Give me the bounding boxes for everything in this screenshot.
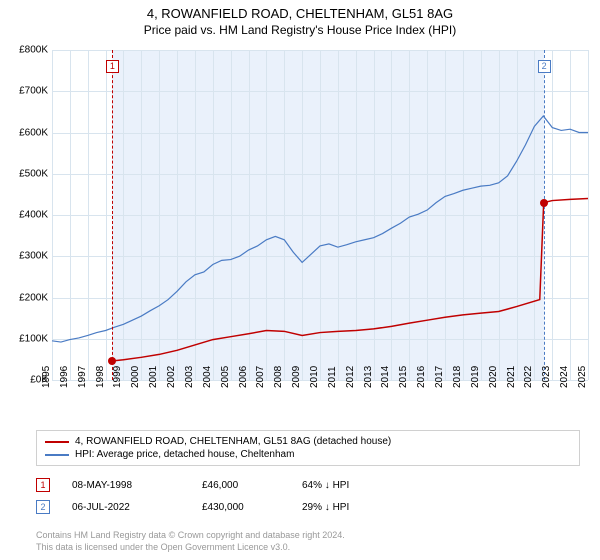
y-tick-label: £500K bbox=[8, 168, 48, 179]
sale-marker-mini: 2 bbox=[36, 500, 50, 514]
sale-row: 2 06-JUL-2022 £430,000 29% ↓ HPI bbox=[36, 500, 580, 514]
sale-dot bbox=[108, 357, 116, 365]
sale-price: £430,000 bbox=[202, 502, 302, 513]
chart-wrap: £0K£100K£200K£300K£400K£500K£600K£700K£8… bbox=[8, 50, 592, 420]
sale-marker-box: 2 bbox=[538, 60, 551, 73]
legend: 4, ROWANFIELD ROAD, CHELTENHAM, GL51 8AG… bbox=[36, 430, 580, 466]
footer-line2: This data is licensed under the Open Gov… bbox=[36, 542, 580, 554]
legend-label: 4, ROWANFIELD ROAD, CHELTENHAM, GL51 8AG… bbox=[75, 436, 391, 447]
sale-diff: 29% ↓ HPI bbox=[302, 502, 402, 513]
sale-date: 06-JUL-2022 bbox=[72, 502, 202, 513]
chart-container: 4, ROWANFIELD ROAD, CHELTENHAM, GL51 8AG… bbox=[0, 0, 600, 560]
sale-dot bbox=[540, 199, 548, 207]
sale-price: £46,000 bbox=[202, 480, 302, 491]
sale-marker-box: 1 bbox=[106, 60, 119, 73]
sale-diff: 64% ↓ HPI bbox=[302, 480, 402, 491]
legend-item: HPI: Average price, detached house, Chel… bbox=[45, 448, 571, 461]
y-tick-label: £400K bbox=[8, 210, 48, 221]
y-tick-label: £600K bbox=[8, 127, 48, 138]
y-tick-label: £100K bbox=[8, 333, 48, 344]
sale-row: 1 08-MAY-1998 £46,000 64% ↓ HPI bbox=[36, 478, 580, 492]
page-subtitle: Price paid vs. HM Land Registry's House … bbox=[0, 21, 600, 37]
y-tick-label: £300K bbox=[8, 251, 48, 262]
page-title: 4, ROWANFIELD ROAD, CHELTENHAM, GL51 8AG bbox=[0, 0, 600, 21]
footer-line1: Contains HM Land Registry data © Crown c… bbox=[36, 530, 580, 542]
sale-marker-mini: 1 bbox=[36, 478, 50, 492]
y-tick-label: £200K bbox=[8, 292, 48, 303]
x-tick-label: 2025 bbox=[577, 366, 600, 388]
legend-label: HPI: Average price, detached house, Chel… bbox=[75, 449, 294, 460]
plot-area: 12 bbox=[52, 50, 588, 380]
footer: Contains HM Land Registry data © Crown c… bbox=[36, 530, 580, 553]
legend-item: 4, ROWANFIELD ROAD, CHELTENHAM, GL51 8AG… bbox=[45, 435, 571, 448]
y-tick-label: £800K bbox=[8, 45, 48, 56]
sale-date: 08-MAY-1998 bbox=[72, 480, 202, 491]
y-tick-label: £700K bbox=[8, 86, 48, 97]
